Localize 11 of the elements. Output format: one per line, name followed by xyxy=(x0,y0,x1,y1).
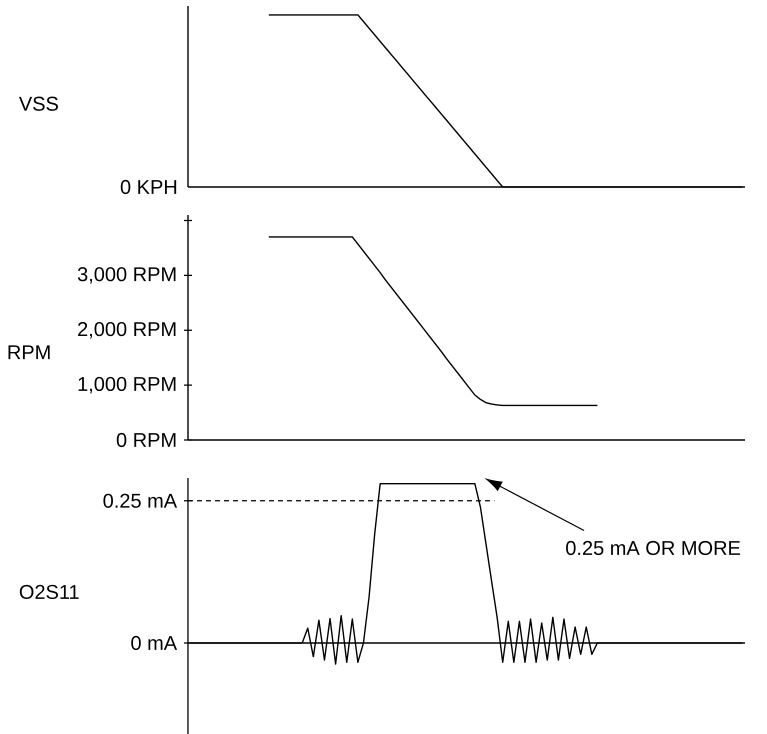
y-tick-label: 2,000 RPM xyxy=(78,322,176,339)
text: 0 KPH xyxy=(120,180,176,194)
annotation: 0.25 mA OR MORE xyxy=(566,540,740,556)
y-tick-label: 1,000 RPM xyxy=(78,376,176,394)
y-tick-label: 0.25 mA xyxy=(103,494,178,508)
y-tick-label: 3,000 RPM xyxy=(78,267,176,284)
y-tick-label: 0 RPM xyxy=(116,432,176,448)
y-axis-title: RPM xyxy=(8,345,50,360)
y-axis-title: VSS xyxy=(18,96,58,111)
y-axis-title: O2S11 xyxy=(20,584,79,600)
y-tick-label: 0 mA xyxy=(131,636,178,650)
